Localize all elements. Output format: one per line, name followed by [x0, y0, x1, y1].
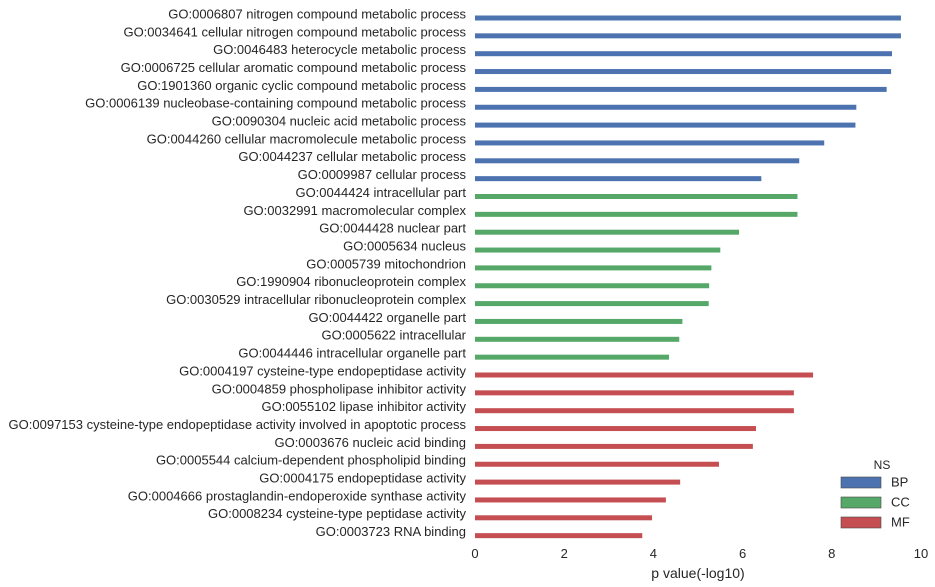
bar-mf-20: [475, 372, 814, 378]
category-label-4: GO:1901360 organic cyclic compound metab…: [137, 78, 466, 93]
x-tick-label-2: 4: [650, 546, 657, 561]
bar-bp-6: [475, 122, 856, 128]
bar-bp-8: [475, 158, 800, 164]
bar-cc-13: [475, 247, 721, 253]
bar-cc-18: [475, 336, 680, 342]
category-label-0: GO:0006807 nitrogen compound metabolic p…: [168, 6, 466, 21]
bar-bp-0: [475, 15, 901, 21]
legend: NS BP CC MF: [840, 458, 910, 529]
legend-label-bp: BP: [891, 474, 908, 489]
x-tick-label-5: 10: [914, 546, 928, 561]
bar-bp-2: [475, 51, 893, 57]
category-label-27: GO:0004666 prostaglandin-endoperoxide sy…: [128, 488, 467, 503]
category-label-5: GO:0006139 nucleobase-containing compoun…: [85, 96, 466, 111]
category-label-3: GO:0006725 cellular aromatic compound me…: [121, 60, 467, 75]
bar-mf-21: [475, 390, 794, 396]
legend-title: NS: [874, 458, 891, 472]
category-label-7: GO:0044260 cellular macromolecule metabo…: [147, 131, 467, 146]
bar-mf-22: [475, 408, 794, 414]
bars-layer: [475, 15, 901, 539]
category-label-11: GO:0032991 macromolecular complex: [243, 203, 466, 218]
bar-bp-4: [475, 86, 887, 92]
bar-bp-5: [475, 104, 857, 110]
category-label-26: GO:0004175 endopeptidase activity: [259, 471, 466, 486]
category-label-15: GO:1990904 ribonucleoprotein complex: [236, 274, 466, 289]
bar-mf-24: [475, 443, 753, 449]
category-label-13: GO:0005634 nucleus: [343, 238, 466, 253]
bar-cc-11: [475, 211, 798, 217]
bar-bp-9: [475, 176, 762, 182]
bar-mf-28: [475, 515, 653, 521]
bar-cc-17: [475, 318, 683, 324]
legend-entries: BP CC MF: [840, 474, 910, 529]
bar-mf-25: [475, 461, 719, 467]
legend-swatch-cc: [840, 496, 882, 509]
category-label-24: GO:0003676 nucleic acid binding: [274, 435, 466, 450]
category-label-9: GO:0009987 cellular process: [298, 167, 467, 182]
category-label-23: GO:0097153 cysteine-type endopeptidase a…: [9, 417, 467, 432]
category-labels: GO:0006807 nitrogen compound metabolic p…: [9, 6, 467, 539]
legend-label-cc: CC: [891, 494, 910, 509]
x-tick-label-0: 0: [471, 546, 478, 561]
category-label-19: GO:0044446 intracellular organelle part: [238, 346, 466, 361]
category-label-10: GO:0044424 intracellular part: [295, 185, 466, 200]
bar-bp-1: [475, 33, 901, 39]
bar-mf-27: [475, 497, 666, 503]
category-label-16: GO:0030529 intracellular ribonucleoprote…: [166, 292, 466, 307]
bar-cc-10: [475, 194, 798, 199]
category-label-14: GO:0005739 mitochondrion: [306, 256, 466, 271]
bar-bp-3: [475, 69, 892, 75]
category-label-18: GO:0005622 intracellular: [321, 328, 466, 343]
category-label-22: GO:0055102 lipase inhibitor activity: [261, 399, 466, 414]
category-label-28: GO:0008234 cysteine-type peptidase activ…: [208, 506, 466, 521]
category-label-8: GO:0044237 cellular metabolic process: [238, 149, 466, 164]
category-label-21: GO:0004859 phospholipase inhibitor activ…: [212, 381, 467, 396]
category-label-17: GO:0044422 organelle part: [308, 310, 466, 325]
category-label-1: GO:0034641 cellular nitrogen compound me…: [123, 24, 466, 39]
bar-bp-7: [475, 140, 825, 146]
bar-cc-12: [475, 229, 740, 235]
bar-mf-23: [475, 426, 756, 432]
category-label-20: GO:0004197 cysteine-type endopeptidase a…: [179, 363, 466, 378]
x-axis-ticks: 0 2 4 6 8 10: [471, 546, 928, 561]
category-label-12: GO:0044428 nuclear part: [319, 221, 466, 236]
bar-cc-19: [475, 354, 670, 360]
bar-cc-15: [475, 283, 710, 289]
category-label-25: GO:0005544 calcium-dependent phospholipi…: [156, 453, 466, 468]
category-label-2: GO:0046483 heterocycle metabolic process: [213, 42, 466, 57]
bar-cc-16: [475, 301, 709, 307]
bar-mf-29: [475, 533, 643, 539]
category-label-29: GO:0003723 RNA binding: [316, 524, 466, 539]
bar-cc-14: [475, 265, 712, 271]
x-axis-title: p value(-log10): [651, 565, 744, 581]
legend-swatch-mf: [840, 516, 882, 529]
x-tick-label-3: 6: [739, 546, 746, 561]
x-tick-label-1: 2: [561, 546, 568, 561]
bar-mf-26: [475, 479, 681, 485]
legend-label-mf: MF: [891, 514, 910, 529]
category-label-6: GO:0090304 nucleic acid metabolic proces…: [212, 114, 467, 129]
x-tick-label-4: 8: [828, 546, 835, 561]
legend-swatch-bp: [840, 476, 882, 489]
